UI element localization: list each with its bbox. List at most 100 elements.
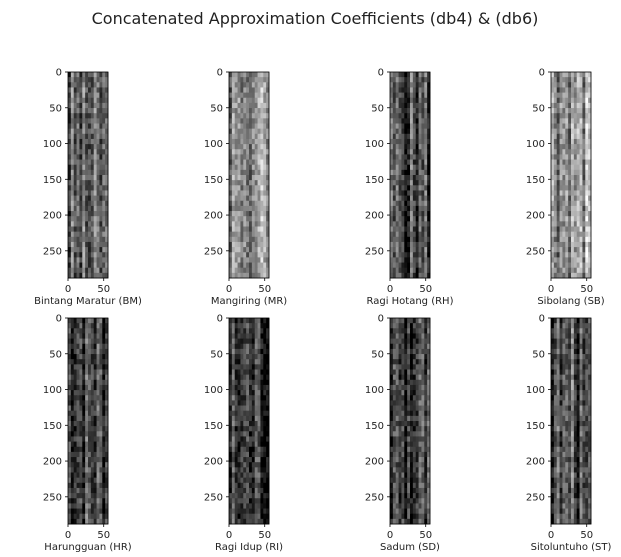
image-cell <box>251 180 256 186</box>
image-cell <box>398 451 402 458</box>
image-cell <box>404 159 408 166</box>
image-cell <box>266 185 270 191</box>
image-cell <box>254 328 258 334</box>
image-cell <box>102 200 106 207</box>
image-cell <box>551 236 555 243</box>
image-cell <box>254 190 258 196</box>
image-cell <box>559 472 563 479</box>
image-cell <box>398 390 402 396</box>
image-cell <box>588 180 592 186</box>
image-cell <box>392 257 397 263</box>
image-cell <box>412 216 417 222</box>
image-cell <box>102 226 106 233</box>
image-cell <box>234 252 238 258</box>
image-cell <box>588 185 592 191</box>
image-cell <box>105 446 109 453</box>
image-cell <box>73 348 77 355</box>
image-cell <box>243 175 247 181</box>
image-cell <box>73 457 77 463</box>
image-cell <box>257 374 261 381</box>
image-cell <box>257 262 261 269</box>
image-cell <box>398 415 402 422</box>
image-cell <box>565 113 569 119</box>
image-cell <box>421 236 425 243</box>
image-cell <box>105 102 109 109</box>
image-cell <box>260 498 264 504</box>
image-cell <box>234 338 238 345</box>
image-cell <box>105 390 109 396</box>
image-cell <box>588 211 592 217</box>
image-cell <box>260 354 264 360</box>
image-cell <box>234 236 238 243</box>
image-cell <box>88 318 92 324</box>
image-cell <box>257 487 261 494</box>
image-cell <box>395 272 399 279</box>
image-cell <box>415 343 419 350</box>
image-cell <box>85 216 89 222</box>
image-cell <box>576 185 580 191</box>
image-cell <box>266 211 270 217</box>
image-cell <box>93 323 97 329</box>
image-cell <box>76 149 80 155</box>
image-cell <box>556 195 560 202</box>
image-cell <box>251 477 256 484</box>
image-cell <box>418 395 422 401</box>
image-cell <box>390 364 394 370</box>
image-cell <box>565 503 569 509</box>
image-cell <box>395 498 399 504</box>
image-cell <box>68 472 72 479</box>
image-cell <box>427 113 431 119</box>
image-cell <box>412 149 417 155</box>
image-cell <box>90 338 95 345</box>
image-cell <box>418 123 422 130</box>
image-cell <box>404 498 408 504</box>
image-cell <box>427 518 431 525</box>
image-cell <box>390 426 394 432</box>
image-cell <box>76 472 80 479</box>
image-cell <box>571 113 575 119</box>
panel-image <box>229 318 270 525</box>
image-cell <box>229 359 233 365</box>
image-cell <box>254 154 258 160</box>
y-tick-label: 150 <box>204 175 223 186</box>
image-cell <box>266 462 270 468</box>
image-cell <box>229 338 233 345</box>
image-cell <box>559 262 563 269</box>
image-cell <box>565 482 569 489</box>
image-cell <box>410 467 414 473</box>
panel-label: Ragi Hotang (RH) <box>367 296 454 307</box>
image-cell <box>392 185 397 191</box>
image-cell <box>240 508 244 515</box>
image-cell <box>553 482 558 489</box>
image-cell <box>105 369 109 376</box>
image-cell <box>263 482 267 489</box>
image-cell <box>404 190 408 196</box>
image-cell <box>93 477 97 484</box>
image-cell <box>99 426 103 432</box>
image-cell <box>585 348 589 355</box>
image-cell <box>390 503 394 509</box>
y-tick-label: 100 <box>365 139 384 150</box>
image-cell <box>260 221 264 227</box>
image-cell <box>85 390 89 396</box>
image-cell <box>579 149 583 155</box>
image-cell <box>79 379 83 386</box>
image-cell <box>585 395 589 401</box>
image-cell <box>404 384 408 391</box>
image-cell <box>407 216 411 222</box>
image-cell <box>68 493 72 499</box>
image-cell <box>263 441 267 448</box>
image-cell <box>392 472 397 479</box>
image-cell <box>266 205 270 212</box>
image-cell <box>260 133 264 140</box>
image-cell <box>412 436 417 442</box>
image-cell <box>410 241 414 248</box>
image-cell <box>427 185 431 191</box>
image-cell <box>96 195 100 202</box>
image-cell <box>102 241 106 248</box>
image-cell <box>90 405 95 412</box>
image-cell <box>568 190 572 196</box>
image-cell <box>246 236 250 243</box>
image-cell <box>407 133 411 140</box>
image-cell <box>582 415 586 422</box>
